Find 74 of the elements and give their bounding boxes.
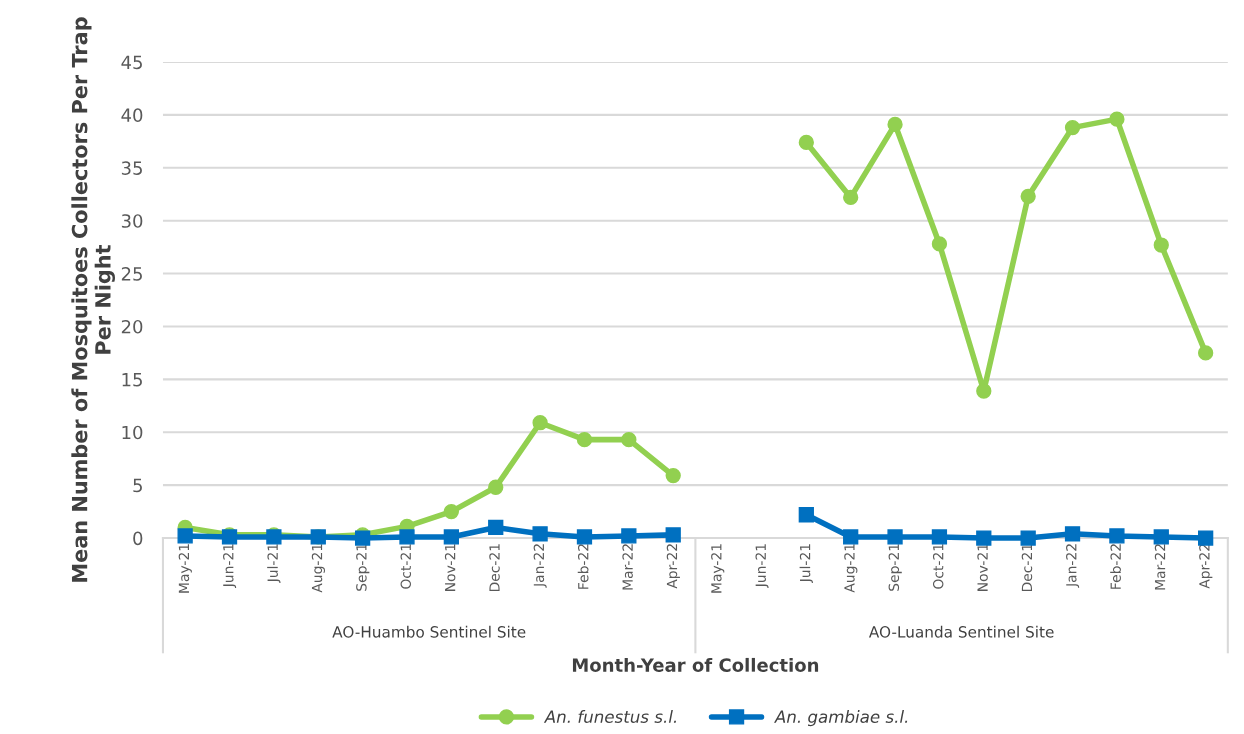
- point: [1020, 530, 1036, 546]
- point: [399, 529, 415, 545]
- y-tick-label: 45: [121, 55, 142, 70]
- y-tick-label: 0: [133, 531, 143, 546]
- x-tick-label: Mar-22: [1154, 544, 1166, 590]
- x-tick-label: Feb-22: [577, 544, 589, 589]
- x-tick-label: Oct-21: [932, 544, 944, 589]
- x-tick-label: Dec-21: [489, 544, 500, 592]
- x-axis-title: Month-Year of Collection: [572, 657, 819, 672]
- point: [931, 529, 948, 545]
- point: [532, 526, 548, 542]
- x-tick-label: Apr-22: [1199, 544, 1213, 589]
- point: [843, 529, 859, 545]
- x-tick-label: Apr-22: [666, 544, 680, 589]
- text: AO-Huambo Sentinel Site: [332, 625, 526, 638]
- y-tick-label: 40: [121, 108, 143, 123]
- x-tick-label: Nov-21: [977, 544, 988, 591]
- y-tick-label: 25: [121, 267, 142, 281]
- point: [1109, 528, 1125, 544]
- x-tick-label: Nov-21: [444, 544, 456, 591]
- x-tick-label: Dec-21: [1021, 544, 1033, 592]
- point: [1153, 237, 1169, 253]
- x-tick-label: Aug-21: [311, 544, 325, 593]
- x-tick-label: Mar-22: [622, 544, 633, 590]
- x-tick-label: Jul-21: [267, 544, 281, 584]
- point: [488, 479, 504, 495]
- legend-label: An. gambiae s.l.: [774, 710, 908, 727]
- point: [532, 415, 548, 431]
- point: [976, 383, 992, 399]
- point: [665, 527, 681, 543]
- point: [887, 529, 903, 545]
- point: [576, 529, 593, 545]
- point: [443, 529, 460, 545]
- x-tick-label: Jan-22: [1066, 544, 1080, 588]
- point: [1109, 111, 1125, 127]
- text: AO-Luanda Sentinel Site: [868, 625, 1054, 638]
- x-tick-label: Jul-21: [799, 544, 813, 584]
- x-tick-label: Jun-21: [755, 544, 769, 588]
- y-axis-title: Mean Number of Mosquitoes Collectors Per Trap Per Night: [71, 17, 115, 582]
- x-tick-label: May-21: [711, 544, 725, 593]
- y-tick-label: 20: [121, 319, 143, 334]
- point: [1064, 119, 1081, 136]
- point: [798, 507, 814, 523]
- x-tick-label: Feb-22: [1110, 544, 1121, 589]
- y-tick-label: 10: [122, 425, 143, 440]
- point: [843, 189, 859, 206]
- x-tick-label: Sep-21: [356, 544, 370, 591]
- point: [621, 432, 637, 448]
- y-tick-label: 15: [122, 373, 142, 387]
- point: [1153, 529, 1169, 545]
- point: [798, 134, 814, 151]
- x-tick-label: Jan-22: [533, 544, 547, 588]
- point: [1064, 526, 1081, 542]
- point: [976, 530, 992, 546]
- y-tick-label: 30: [121, 214, 143, 228]
- point: [576, 432, 593, 448]
- point: [1198, 345, 1214, 361]
- x-tick-label: Sep-21: [888, 544, 902, 591]
- point: [1020, 188, 1036, 205]
- x-tick-label: Aug-21: [844, 544, 858, 593]
- point: [887, 116, 903, 133]
- y-tick-label: 5: [133, 478, 142, 493]
- point: [177, 528, 193, 544]
- point: [1198, 530, 1214, 546]
- point: [931, 236, 948, 252]
- point: [665, 467, 681, 484]
- x-tick-label: Oct-21: [400, 544, 412, 589]
- legend-label: An. funestus s.l.: [543, 710, 677, 723]
- point: [443, 503, 460, 520]
- point: [488, 519, 504, 536]
- point: [621, 528, 637, 544]
- x-tick-label: May-21: [178, 544, 192, 593]
- y-tick-label: 35: [121, 161, 142, 175]
- x-tick-label: Jun-21: [223, 544, 237, 588]
